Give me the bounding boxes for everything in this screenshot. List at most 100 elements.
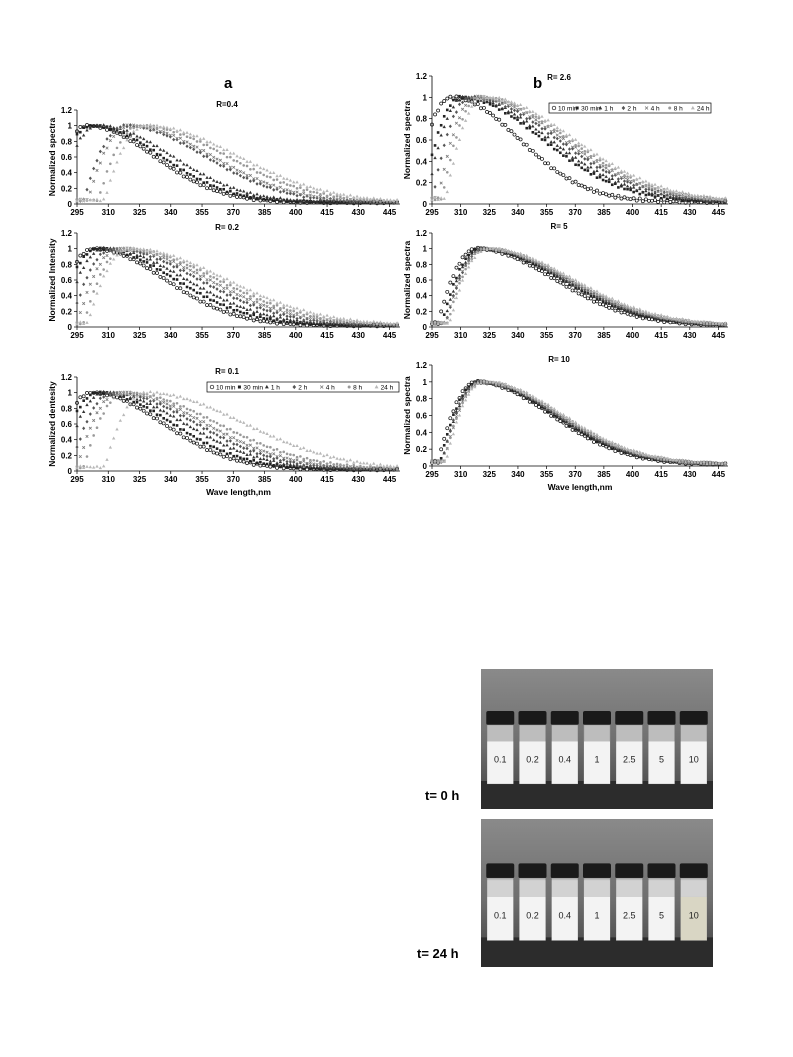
data-point xyxy=(275,304,279,307)
data-point xyxy=(552,147,556,151)
data-point xyxy=(148,150,153,155)
data-point xyxy=(319,467,322,471)
data-point xyxy=(464,267,467,271)
data-point xyxy=(122,246,125,250)
data-point xyxy=(332,319,336,322)
data-point xyxy=(342,464,346,467)
y-tick-label: 0.4 xyxy=(416,157,428,166)
data-point xyxy=(278,308,282,312)
data-point xyxy=(613,304,618,308)
data-point xyxy=(647,317,651,321)
data-point xyxy=(148,412,153,417)
vial-liquid xyxy=(519,896,546,941)
data-point xyxy=(631,196,636,201)
data-point xyxy=(98,466,103,470)
vial: 0.1 xyxy=(486,711,515,785)
data-point xyxy=(571,159,574,162)
data-point xyxy=(601,173,605,177)
data-point xyxy=(580,166,584,170)
data-point xyxy=(209,444,212,448)
data-point xyxy=(252,448,256,453)
data-point xyxy=(641,185,645,189)
data-point xyxy=(589,434,593,439)
data-point xyxy=(583,150,587,153)
data-point xyxy=(235,195,239,199)
data-point xyxy=(509,384,514,388)
data-point xyxy=(138,398,143,402)
x-tick-label: 325 xyxy=(483,331,497,340)
vial-cap xyxy=(679,711,708,725)
data-point xyxy=(155,144,159,148)
data-point xyxy=(442,114,446,118)
data-point xyxy=(188,293,193,298)
data-point xyxy=(458,281,461,285)
vial-cap xyxy=(518,711,547,725)
data-point xyxy=(580,431,584,434)
data-point xyxy=(598,438,602,442)
data-point xyxy=(285,320,289,324)
data-point xyxy=(525,126,529,130)
data-point xyxy=(132,138,135,141)
data-point xyxy=(504,250,507,253)
data-point xyxy=(570,424,575,428)
data-point xyxy=(610,174,614,178)
data-point xyxy=(570,428,575,432)
data-point xyxy=(693,460,697,464)
data-point xyxy=(245,435,249,439)
data-point xyxy=(121,398,126,403)
data-point xyxy=(161,391,166,395)
data-point xyxy=(218,440,223,444)
data-point xyxy=(312,450,316,454)
data-point xyxy=(268,434,273,438)
data-point xyxy=(576,291,581,296)
data-point xyxy=(318,312,323,316)
data-point xyxy=(522,122,525,125)
data-point xyxy=(255,454,259,458)
data-point xyxy=(222,183,226,187)
data-point xyxy=(75,322,79,326)
data-point xyxy=(192,409,195,413)
data-point xyxy=(269,197,272,201)
data-point xyxy=(613,173,617,177)
data-point xyxy=(175,286,179,290)
data-point xyxy=(265,317,269,321)
data-point xyxy=(302,182,306,186)
data-point xyxy=(332,190,336,194)
data-point xyxy=(555,125,559,129)
data-point xyxy=(282,176,286,180)
data-point xyxy=(79,322,82,326)
data-point xyxy=(159,413,162,417)
x-tick-label: 415 xyxy=(654,331,668,340)
data-point xyxy=(179,405,182,408)
data-point xyxy=(275,316,279,320)
data-point xyxy=(239,161,242,165)
legend-marker xyxy=(690,105,695,110)
data-point xyxy=(105,125,109,129)
data-point xyxy=(292,180,296,184)
y-tick-label: 0 xyxy=(423,200,428,209)
data-point xyxy=(232,151,236,155)
data-point xyxy=(322,322,326,326)
data-point xyxy=(617,303,620,306)
data-point xyxy=(149,125,152,129)
x-axis-title: Wave length,nm xyxy=(206,487,271,497)
data-point xyxy=(328,467,333,471)
data-point xyxy=(583,152,587,156)
data-point xyxy=(155,405,159,409)
data-point xyxy=(118,151,123,155)
data-point xyxy=(577,144,580,148)
data-point xyxy=(172,130,175,134)
data-point xyxy=(189,286,192,290)
data-point xyxy=(155,155,159,160)
data-point xyxy=(232,308,236,312)
data-point xyxy=(485,247,489,251)
data-point xyxy=(659,313,663,317)
data-point xyxy=(717,321,721,325)
data-point xyxy=(574,423,577,427)
vial-label: 5 xyxy=(659,755,664,765)
data-point xyxy=(215,157,219,161)
data-point xyxy=(252,427,256,431)
data-point xyxy=(95,282,99,285)
data-point xyxy=(451,418,455,422)
data-point xyxy=(251,462,256,467)
